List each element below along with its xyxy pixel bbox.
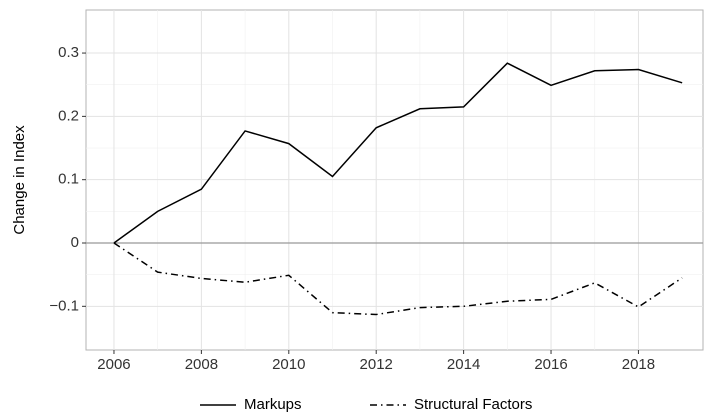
y-tick-label: 0 [71,234,79,251]
x-tick-label: 2008 [185,356,218,373]
y-tick-label: 0.2 [58,107,79,124]
y-tick-label: 0.3 [58,44,79,61]
series-line [113,62,683,244]
legend-label: Markups [244,396,302,413]
y-tick-label: 0.1 [58,171,79,188]
x-tick-label: 2018 [622,356,655,373]
x-tick-label: 2010 [272,356,305,373]
series-line [113,242,683,316]
x-tick-label: 2006 [97,356,130,373]
y-axis-title: Change in Index [11,125,28,235]
y-tick-label: −0.1 [49,297,79,314]
legend-label: Structural Factors [414,396,532,413]
x-tick-label: 2012 [360,356,393,373]
x-tick-label: 2016 [534,356,567,373]
x-tick-label: 2014 [447,356,480,373]
